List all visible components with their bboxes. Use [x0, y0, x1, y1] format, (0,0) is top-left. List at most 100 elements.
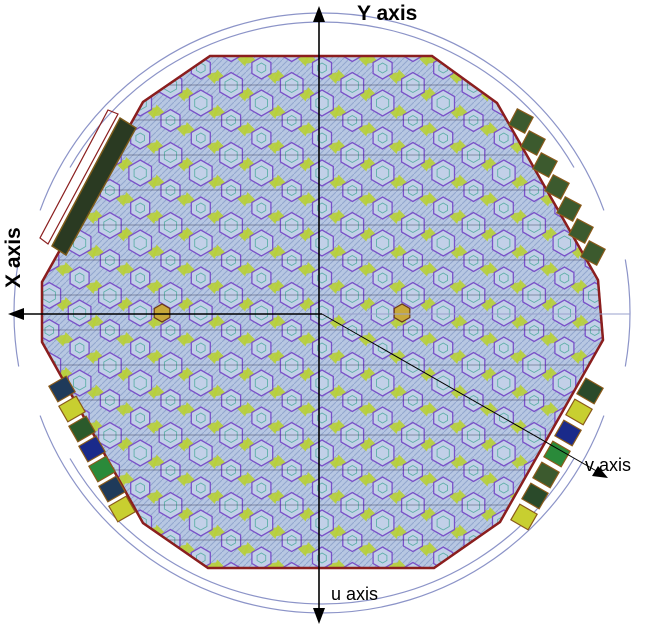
- hex-cell-inner: [436, 165, 450, 181]
- hex-cell-inner: [557, 305, 571, 321]
- hex-cell-inner: [254, 235, 268, 251]
- hex-cell-inner: [133, 445, 147, 461]
- hex-cell-inner: [408, 534, 418, 547]
- tri-pad: [629, 492, 643, 504]
- tri-pad: [175, 20, 189, 32]
- hex-cell-inner: [103, 427, 117, 444]
- hex-cell: [69, 546, 90, 568]
- marked-cell: [393, 303, 411, 323]
- readout-module: [532, 461, 560, 489]
- hex-cell: [8, 90, 31, 116]
- hex-cell: [372, 56, 393, 80]
- hex-cell: [644, 283, 655, 309]
- hex-cell: [462, 3, 485, 29]
- hex-cell: [431, 229, 456, 257]
- hex-cell: [250, 20, 273, 46]
- hex-cell-inner: [164, 9, 176, 23]
- hex-cell: [616, 197, 635, 219]
- hex-cell-inner: [347, 464, 358, 477]
- tri-pad: [599, 615, 613, 627]
- hex-cell: [311, 580, 334, 606]
- hex-cell: [10, 0, 29, 9]
- hex-cell-inner: [560, 623, 569, 627]
- tri-pad: [607, 577, 621, 589]
- tri-pad: [1, 157, 15, 169]
- tri-pad: [122, 56, 137, 64]
- tri-pad: [356, 615, 370, 627]
- hex-cell-inner: [406, 287, 420, 304]
- hex-cell: [69, 56, 90, 80]
- tri-pad: [42, 384, 46, 397]
- hex-cell-inner: [347, 534, 358, 547]
- hex-cell: [42, 178, 60, 203]
- hex-cell: [8, 580, 31, 606]
- hex-cell-inner: [44, 534, 55, 547]
- hex-cell-inner: [15, 553, 24, 563]
- tri-pad: [387, 37, 401, 49]
- tri-pad: [485, 56, 500, 64]
- hex-cell-inner: [589, 324, 600, 337]
- hex-cell-inner: [651, 116, 655, 126]
- hex-cell: [249, 229, 274, 257]
- hex-cell: [311, 56, 333, 80]
- hex-cell: [552, 369, 577, 397]
- tri-pad: [23, 527, 37, 539]
- tri-pad: [0, 335, 7, 347]
- readout-module: [544, 174, 570, 200]
- tri-pad: [417, 615, 431, 627]
- hex-cell-inner: [42, 77, 56, 94]
- hex-cell-inner: [651, 46, 655, 56]
- tri-pad: [637, 315, 651, 327]
- hex-cell: [646, 320, 655, 342]
- hex-cell: [491, 159, 516, 187]
- tri-pad: [0, 195, 7, 207]
- tri-pad: [296, 20, 310, 32]
- hex-cell: [158, 421, 183, 450]
- hex-cell-inner: [254, 515, 268, 531]
- tri-pad: [478, 20, 492, 32]
- hex-cell: [97, 561, 122, 568]
- hex-cell-inner: [286, 394, 297, 407]
- hex-cell: [402, 108, 424, 133]
- hex-cell-inner: [527, 567, 541, 568]
- hex-cell: [491, 439, 516, 467]
- hex-cell-inner: [254, 375, 268, 391]
- tri-pad: [629, 352, 643, 364]
- tri-pad: [447, 597, 461, 609]
- hex-cell: [400, 421, 425, 450]
- hex-cell-inner: [345, 497, 359, 514]
- tri-pad: [0, 475, 7, 487]
- hex-cell: [313, 0, 332, 9]
- hex-cell: [219, 281, 244, 310]
- hex-cell-inner: [286, 114, 297, 127]
- hex-cell-inner: [15, 63, 24, 73]
- hex-cell: [372, 126, 393, 150]
- tri-pad: [629, 317, 643, 329]
- hex-cell-inner: [621, 553, 630, 563]
- hex-cell-inner: [469, 606, 478, 616]
- hex-cell-inner: [406, 567, 420, 568]
- hex-cell: [279, 141, 304, 170]
- tri-pad: [23, 422, 37, 434]
- hex-cell: [281, 178, 302, 203]
- hex-cell-inner: [44, 56, 55, 57]
- arrow-down-icon: [313, 608, 325, 624]
- hex-cell-inner: [13, 516, 25, 530]
- hex-cell-inner: [256, 342, 267, 354]
- hex-cell-inner: [376, 305, 390, 321]
- hex-cell: [644, 493, 655, 519]
- hex-cell-inner: [621, 133, 630, 143]
- hex-cell: [522, 351, 547, 380]
- tri-pad: [598, 264, 603, 277]
- tri-pad: [538, 544, 553, 557]
- tri-pad: [23, 107, 37, 119]
- tri-pad: [516, 559, 531, 568]
- readout-module: [520, 130, 546, 156]
- hex-cell-inner: [651, 466, 655, 476]
- tri-pad: [42, 139, 46, 152]
- hex-cell-inner: [257, 623, 266, 627]
- tri-pad: [394, 559, 409, 568]
- hex-cell: [644, 73, 655, 99]
- hex-cell: [128, 159, 153, 187]
- hex-cell: [372, 476, 393, 500]
